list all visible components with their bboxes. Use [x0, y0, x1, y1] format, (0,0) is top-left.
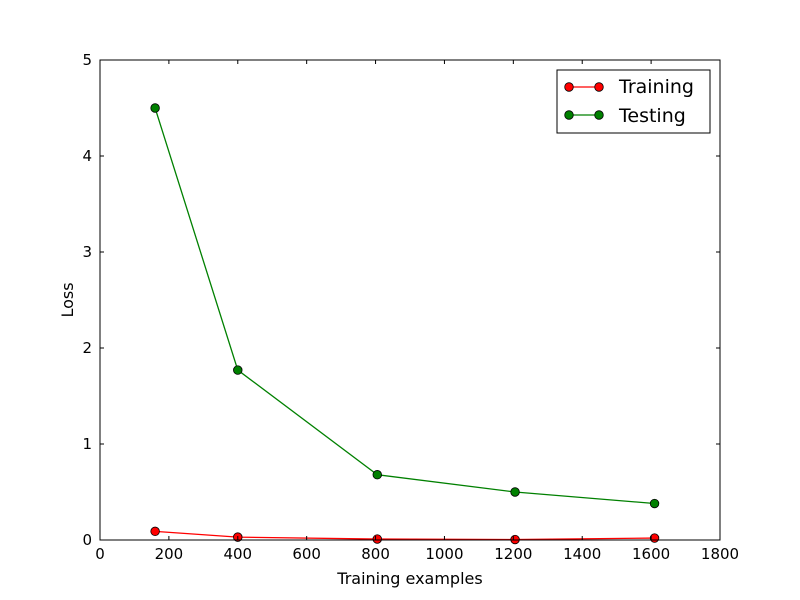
legend-item-training: Training — [564, 76, 694, 98]
legend-label-training: Training — [618, 76, 694, 98]
legend-marker-training-right — [594, 82, 604, 92]
x-tick-label: 400 — [223, 545, 252, 563]
legend-box — [556, 69, 711, 134]
series-testing — [150, 103, 660, 509]
plot-frame — [99, 59, 721, 541]
x-tick-label: 1400 — [563, 545, 601, 563]
x-tick-label: 1000 — [425, 545, 463, 563]
x-tick-label: 200 — [155, 545, 184, 563]
y-axis: 0 1 2 3 4 5 — [82, 51, 720, 549]
data-point-training — [372, 534, 382, 544]
legend-marker-training-left — [564, 82, 574, 92]
x-tick-label: 1800 — [701, 545, 739, 563]
plot-area — [99, 59, 721, 545]
y-axis-label: Loss — [58, 282, 77, 317]
x-tick-label: 800 — [361, 545, 390, 563]
x-tick-label: 1600 — [632, 545, 670, 563]
x-tick-label: 600 — [292, 545, 321, 563]
x-axis-label: Training examples — [336, 569, 482, 588]
data-point-training — [150, 526, 160, 537]
legend-label-testing: Testing — [618, 105, 686, 127]
y-tick-label: 3 — [82, 243, 92, 261]
data-point-testing — [233, 365, 243, 375]
data-point-testing — [649, 498, 660, 509]
plot-background — [100, 60, 720, 540]
legend-marker-testing-left — [564, 110, 574, 120]
legend-marker-testing-right — [594, 110, 604, 120]
legend: Training Testing — [556, 69, 711, 134]
x-tick-label: 0 — [95, 545, 105, 563]
data-point-testing — [510, 487, 520, 497]
legend-item-testing: Testing — [564, 105, 686, 127]
y-tick-label: 5 — [82, 51, 92, 69]
y-tick-label: 1 — [82, 435, 92, 453]
x-tick-label: 1200 — [494, 545, 532, 563]
x-axis: 0 200 400 600 800 1000 1200 1400 1600 1800 — [95, 60, 739, 563]
y-tick-label: 4 — [82, 147, 92, 165]
y-tick-label: 0 — [82, 531, 92, 549]
y-tick-label: 2 — [82, 339, 92, 357]
data-point-testing — [150, 103, 160, 113]
data-point-testing — [372, 470, 382, 480]
